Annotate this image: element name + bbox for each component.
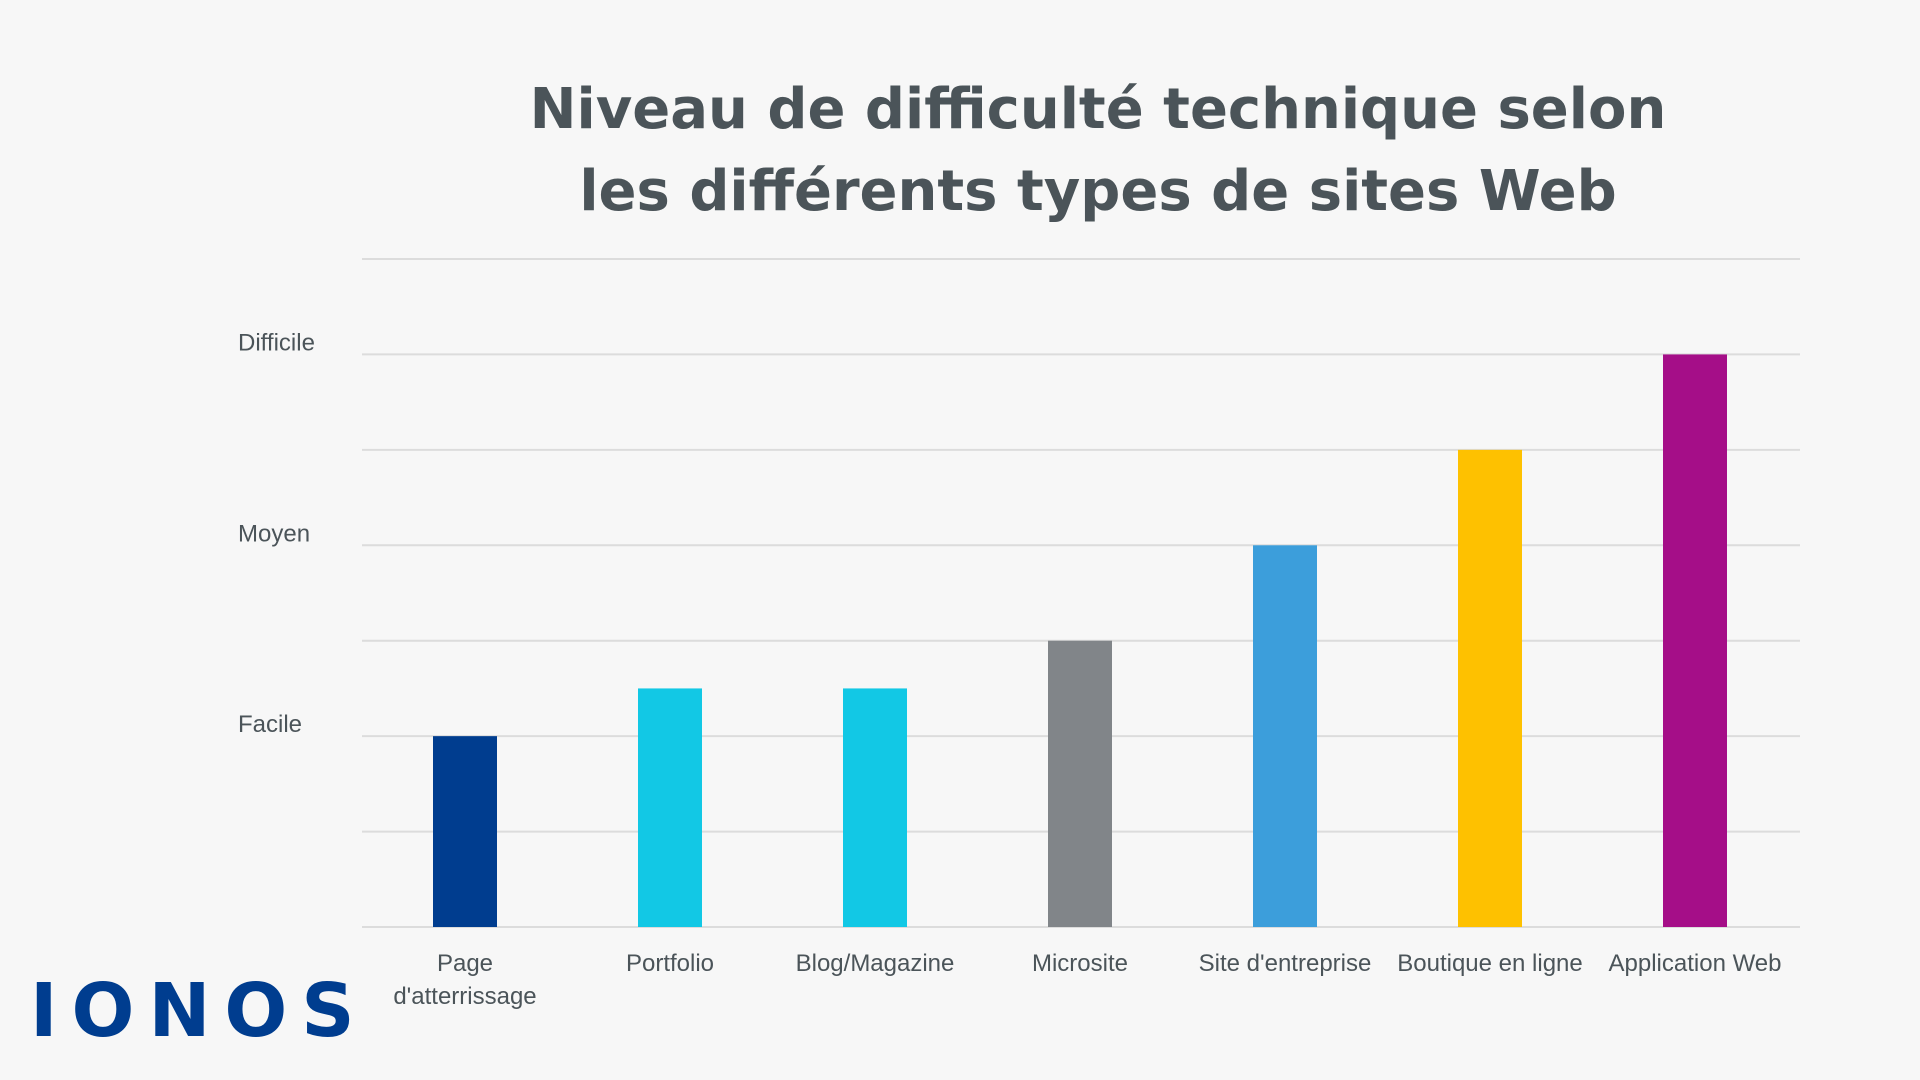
bar <box>843 688 907 927</box>
ionos-logo: IONOS <box>30 968 369 1054</box>
chart-title: Niveau de difficulté technique selon les … <box>530 77 1667 224</box>
y-axis-tick-labels: Facile Moyen Difficile <box>238 329 315 738</box>
bar <box>638 688 702 927</box>
bar <box>1458 449 1522 927</box>
x-tick-label: Application Web <box>1609 950 1782 977</box>
x-tick-label: d'atterrissage <box>393 983 536 1010</box>
x-tick-label: Microsite <box>1032 950 1128 977</box>
x-tick-label: Page <box>437 950 493 977</box>
x-axis-tick-labels: Page d'atterrissage Portfolio Blog/Magazine… <box>393 950 1781 1010</box>
x-tick-label: Portfolio <box>626 950 714 977</box>
x-tick-label: Boutique en ligne <box>1397 950 1582 977</box>
y-tick-label: Difficile <box>238 329 315 356</box>
chart-title-line: Niveau de difficulté technique selon <box>530 77 1667 142</box>
bars <box>433 354 1727 927</box>
bar <box>1048 640 1112 927</box>
bar <box>1253 545 1317 927</box>
x-tick-label: Site d'entreprise <box>1199 950 1372 977</box>
x-tick-label: Blog/Magazine <box>796 950 955 977</box>
logo-wordmark: IONOS <box>30 968 369 1054</box>
bar <box>1663 354 1727 927</box>
chart-title-line: les différents types de sites Web <box>579 159 1616 224</box>
y-tick-label: Moyen <box>238 520 310 547</box>
bar <box>433 736 497 927</box>
y-tick-label: Facile <box>238 711 302 738</box>
